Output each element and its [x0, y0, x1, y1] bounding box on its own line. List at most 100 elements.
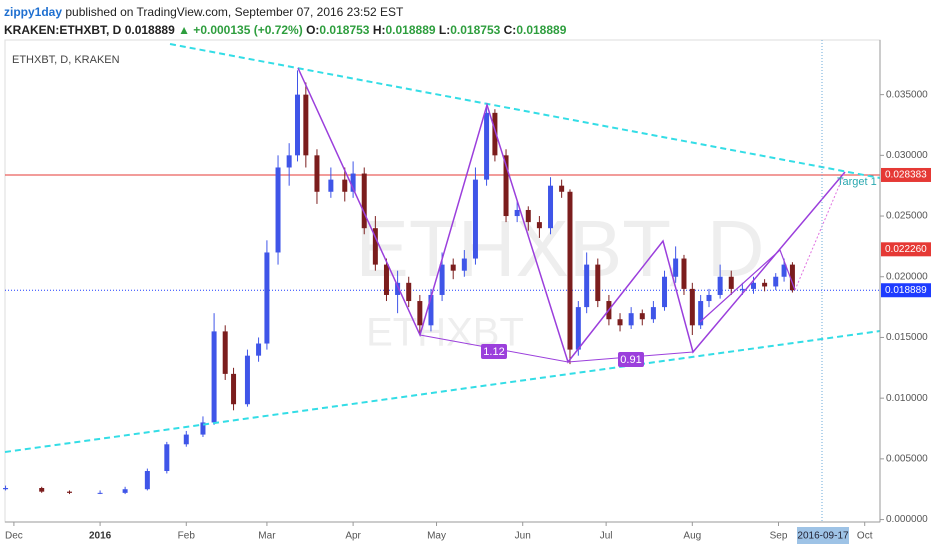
- candle-body: [706, 294, 712, 302]
- cursor-date-box: [797, 527, 850, 544]
- projection: [794, 171, 846, 291]
- candle-body: [762, 282, 768, 287]
- ohlc-key: L:: [438, 23, 451, 37]
- header: zippy1day published on TradingView.com, …: [4, 3, 566, 39]
- price-marker-label: 0.022260: [885, 244, 927, 255]
- candle-body: [231, 373, 237, 405]
- candle-body: [628, 313, 634, 326]
- change: ▲ +0.000135 (+0.72%): [178, 23, 303, 37]
- chart-title: ETHXBT, D, KRAKEN: [12, 54, 120, 66]
- x-tick-label: May: [427, 531, 446, 542]
- candle-body: [567, 191, 573, 350]
- x-tick-label: Dec: [5, 531, 23, 542]
- cursor-date-label: 2016-09-17: [797, 531, 849, 542]
- price: 0.018889: [124, 23, 175, 37]
- candle-body: [395, 282, 401, 295]
- y-tick-label: 0.005000: [886, 454, 928, 465]
- candle-body: [164, 444, 170, 472]
- candle-body: [492, 112, 498, 156]
- target-label: Target 1: [837, 176, 877, 188]
- candle-body: [275, 167, 281, 253]
- candle-body: [406, 282, 412, 302]
- ratio-label: 1.12: [483, 346, 504, 358]
- x-tick-label: Jul: [600, 531, 613, 542]
- candle-body: [559, 185, 565, 192]
- y-tick-label: 0.025000: [886, 211, 928, 222]
- candle-body: [617, 319, 623, 326]
- candle-body: [789, 264, 795, 291]
- candle-body: [681, 258, 687, 289]
- candle-body: [303, 94, 309, 156]
- candle-body: [781, 264, 787, 277]
- candle-body: [673, 258, 679, 277]
- candle-body: [773, 276, 779, 287]
- header-line: KRAKEN:ETHXBT, D 0.018889 ▲ +0.000135 (+…: [4, 21, 566, 39]
- candle-body: [286, 155, 292, 168]
- candle-body: [472, 179, 478, 259]
- y-tick-label: 0.000000: [886, 514, 928, 525]
- author[interactable]: zippy1day: [4, 5, 63, 19]
- candle-body: [503, 155, 509, 217]
- y-tick-label: 0.020000: [886, 271, 928, 282]
- candle-body: [439, 264, 445, 295]
- x-tick-label: Aug: [683, 531, 701, 542]
- candle-body: [222, 331, 228, 374]
- y-tick-label: 0.035000: [886, 89, 928, 100]
- candle-body: [67, 491, 73, 493]
- candle-body: [295, 94, 301, 156]
- candle-body: [584, 264, 590, 308]
- ohlc-key: O:: [306, 23, 320, 37]
- candle-body: [256, 343, 262, 356]
- ohlc-value: 0.018753: [450, 23, 501, 37]
- candle-body: [650, 307, 656, 320]
- ohlc-value: 0.018889: [385, 23, 436, 37]
- candle-body: [739, 288, 745, 290]
- candle-body: [350, 173, 356, 192]
- ohlc-key: C:: [503, 23, 517, 37]
- x-tick-label: 2016: [89, 531, 112, 542]
- x-tick-label: Sep: [770, 531, 788, 542]
- ohlc-key: H:: [372, 23, 386, 37]
- trend-line: [4, 330, 881, 453]
- symbol: KRAKEN:ETHXBT, D: [4, 23, 122, 37]
- pattern-base: [419, 334, 694, 363]
- candle-body: [662, 276, 668, 308]
- x-tick-label: Mar: [258, 531, 276, 542]
- candle-body: [698, 301, 704, 326]
- candle-body: [97, 492, 103, 494]
- candle-body: [144, 471, 150, 490]
- candle-body: [244, 355, 250, 405]
- candle-body: [39, 488, 45, 492]
- x-tick-label: Jun: [515, 531, 531, 542]
- y-tick-label: 0.010000: [886, 393, 928, 404]
- candle-body: [750, 282, 756, 289]
- candle-body: [525, 209, 531, 223]
- candle-body: [211, 331, 217, 423]
- candle-body: [689, 288, 695, 326]
- x-tick-label: Apr: [345, 531, 361, 542]
- ohlc-value: 0.018753: [319, 23, 370, 37]
- price-marker-label: 0.018889: [885, 285, 927, 296]
- published: published on TradingView.com, September …: [65, 5, 404, 19]
- candle-body: [361, 173, 367, 229]
- candle-body: [314, 155, 320, 192]
- candle-body: [3, 488, 9, 490]
- candle-body: [122, 489, 128, 493]
- candle-body: [514, 209, 520, 217]
- candle-body: [639, 313, 645, 320]
- candle-body: [575, 307, 581, 350]
- y-tick-label: 0.030000: [886, 150, 928, 161]
- ratio-label: 0.91: [620, 354, 641, 366]
- candle-body: [328, 179, 334, 192]
- candle-body: [484, 112, 490, 180]
- trend-line: [169, 43, 881, 179]
- candle-body: [417, 301, 423, 326]
- pattern-leg: [699, 248, 796, 323]
- price-marker: [881, 283, 931, 298]
- candle-body: [264, 252, 270, 344]
- candle-body: [717, 276, 723, 295]
- candle-body: [595, 264, 601, 302]
- candle-body: [450, 264, 456, 271]
- ratio-box: [481, 344, 507, 359]
